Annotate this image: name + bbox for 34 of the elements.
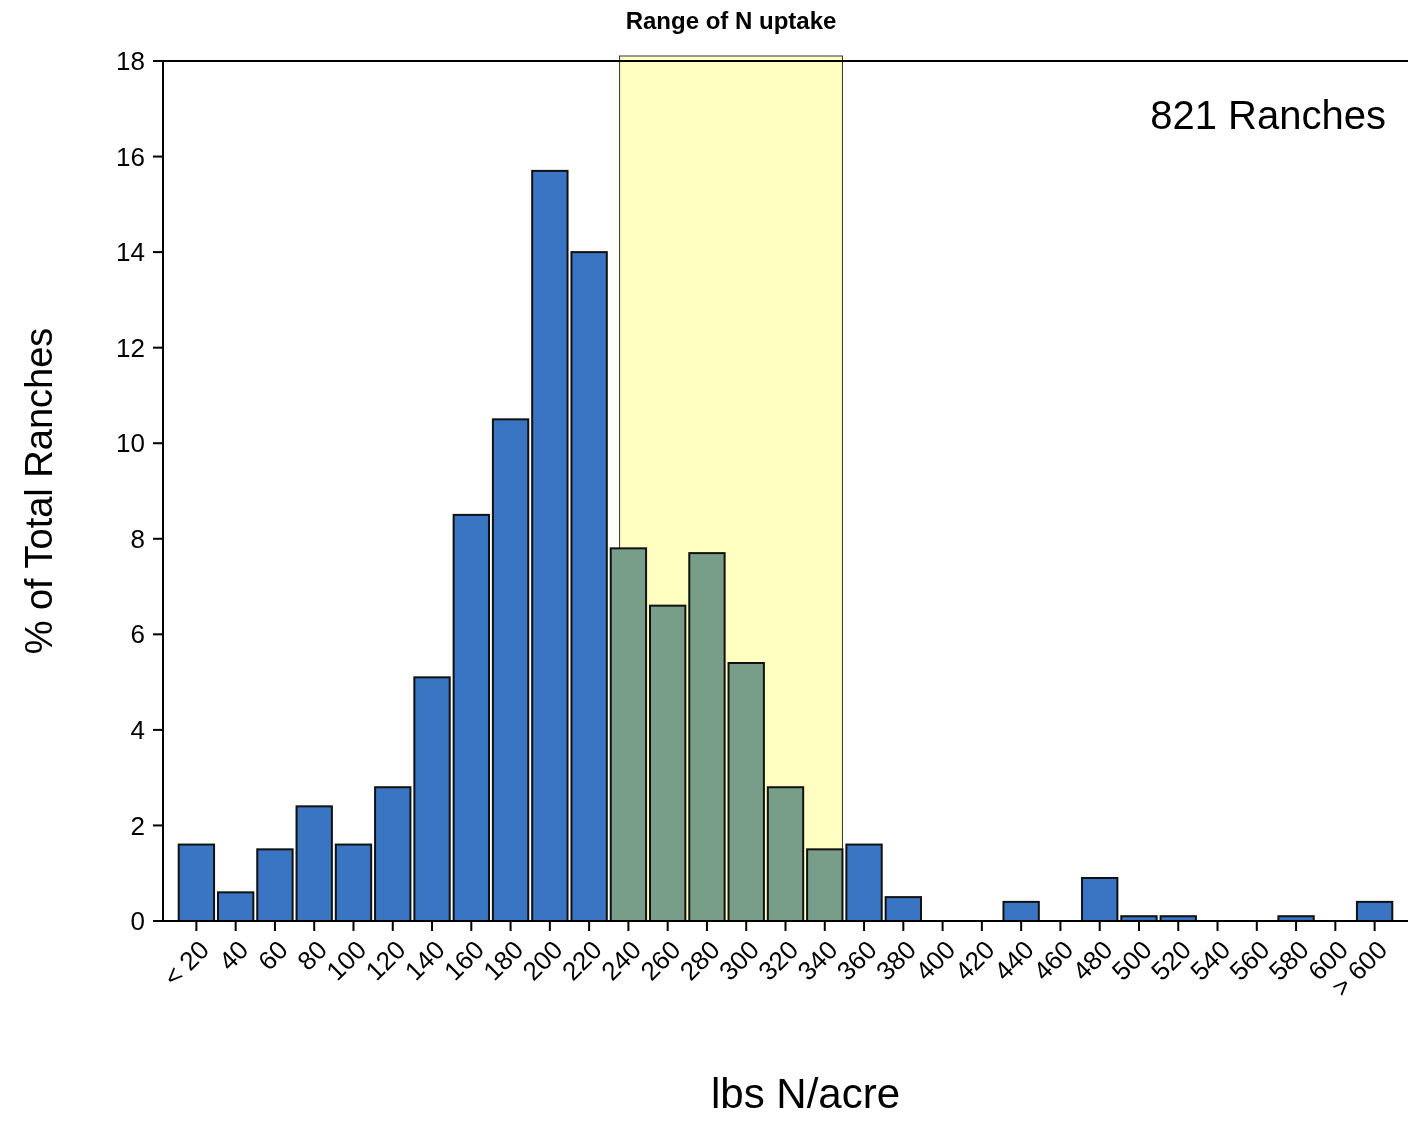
bar <box>1081 877 1119 922</box>
bar <box>216 891 255 922</box>
annotation: 821 Ranches <box>1150 93 1386 137</box>
y-tick-label: 14 <box>116 237 145 268</box>
bar <box>256 848 294 922</box>
bar <box>452 513 490 922</box>
y-tick-label: 10 <box>116 428 145 459</box>
bar <box>491 418 530 922</box>
y-tick-label: 2 <box>130 810 145 841</box>
bar <box>334 843 373 922</box>
y-tick-label: 18 <box>116 46 145 77</box>
y-tick-label: 12 <box>116 332 145 363</box>
bar <box>649 604 687 922</box>
bar <box>806 848 844 922</box>
bar <box>884 896 922 922</box>
band-label: Range of N uptake <box>625 7 837 34</box>
bar <box>609 547 648 922</box>
y-tick-label: 16 <box>116 141 145 172</box>
bar <box>1355 900 1394 922</box>
x-axis-title: lbs N/acre <box>710 1070 901 1117</box>
bar <box>727 662 765 922</box>
bar <box>1002 900 1040 922</box>
y-tick-label: 4 <box>130 714 145 745</box>
bar <box>374 786 412 922</box>
bar <box>688 552 726 922</box>
bar <box>845 843 883 922</box>
bar <box>413 676 451 922</box>
y-axis-title: % of Total Ranches <box>18 327 60 655</box>
y-tick-label: 0 <box>130 906 145 937</box>
bar <box>766 786 805 922</box>
bar <box>295 805 333 922</box>
y-tick-label: 6 <box>130 619 145 650</box>
bar <box>177 843 216 922</box>
y-tick-label: 8 <box>130 523 145 554</box>
